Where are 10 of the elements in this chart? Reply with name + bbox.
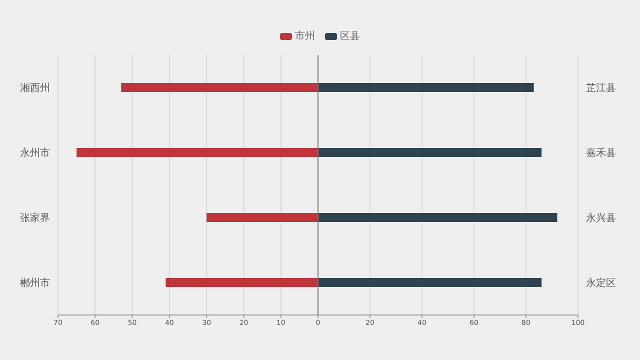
y-tick-label: 张家界 — [20, 212, 50, 224]
y-tick-label: 永定区 — [586, 277, 616, 290]
legend-label: 市州 — [295, 30, 315, 43]
y-tick-label: 湘西州 — [20, 82, 50, 94]
y-tick-label: 芷江县 — [586, 82, 616, 94]
y-tick-label: 永州市 — [20, 147, 50, 160]
y-tick-label: 郴州市 — [20, 277, 50, 290]
legend-label: 区县 — [340, 30, 360, 43]
y-tick-label: 永兴县 — [586, 212, 616, 224]
y-tick-label: 嘉禾县 — [586, 147, 616, 160]
